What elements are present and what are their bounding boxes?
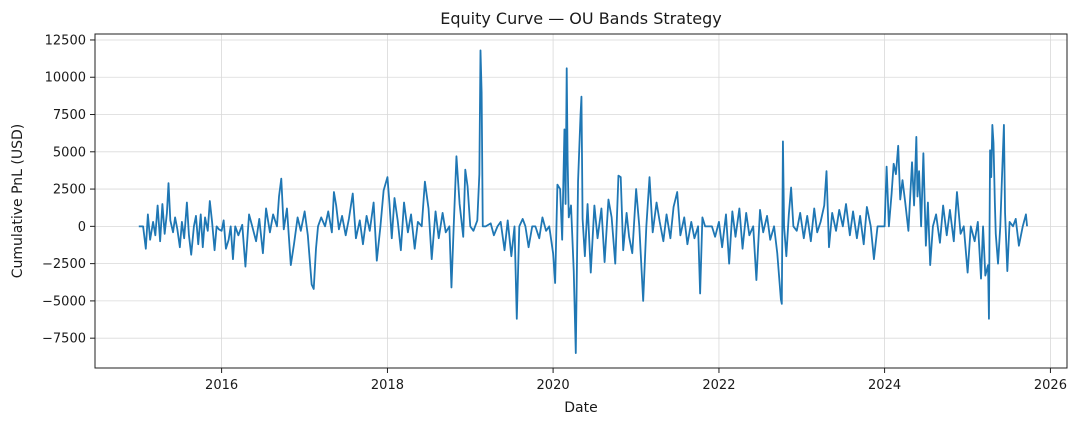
x-axis-label: Date (564, 400, 597, 416)
x-tick-label: 2024 (868, 378, 901, 393)
y-tick-label: 12500 (45, 33, 86, 48)
y-tick-label: 10000 (45, 71, 86, 86)
y-tick-label: −7500 (42, 332, 86, 347)
x-tick-label: 2026 (1034, 378, 1067, 393)
y-axis: −7500 −5000 −2500 0 2500 5000 7500 10000 12500 (42, 33, 95, 347)
y-tick-label: 7500 (53, 108, 86, 123)
plot-frame (94, 33, 1068, 369)
x-tick-label: 2018 (371, 378, 404, 393)
x-tick-label: 2022 (702, 378, 735, 393)
y-tick-label: −2500 (42, 257, 86, 272)
y-tick-label: 0 (78, 220, 86, 235)
y-tick-label: 5000 (53, 145, 86, 160)
y-axis-label: Cumulative PnL (USD) (10, 124, 26, 279)
y-tick-label: 2500 (53, 183, 86, 198)
chart-title: Equity Curve — OU Bands Strategy (440, 9, 722, 28)
x-tick-label: 2020 (537, 378, 570, 393)
x-axis: 2016 2018 2020 2022 2024 2026 (205, 368, 1067, 393)
y-tick-label: −5000 (42, 294, 86, 309)
x-tick-label: 2016 (205, 378, 238, 393)
series-layer (138, 49, 1028, 354)
series-line-0 (138, 49, 1028, 354)
